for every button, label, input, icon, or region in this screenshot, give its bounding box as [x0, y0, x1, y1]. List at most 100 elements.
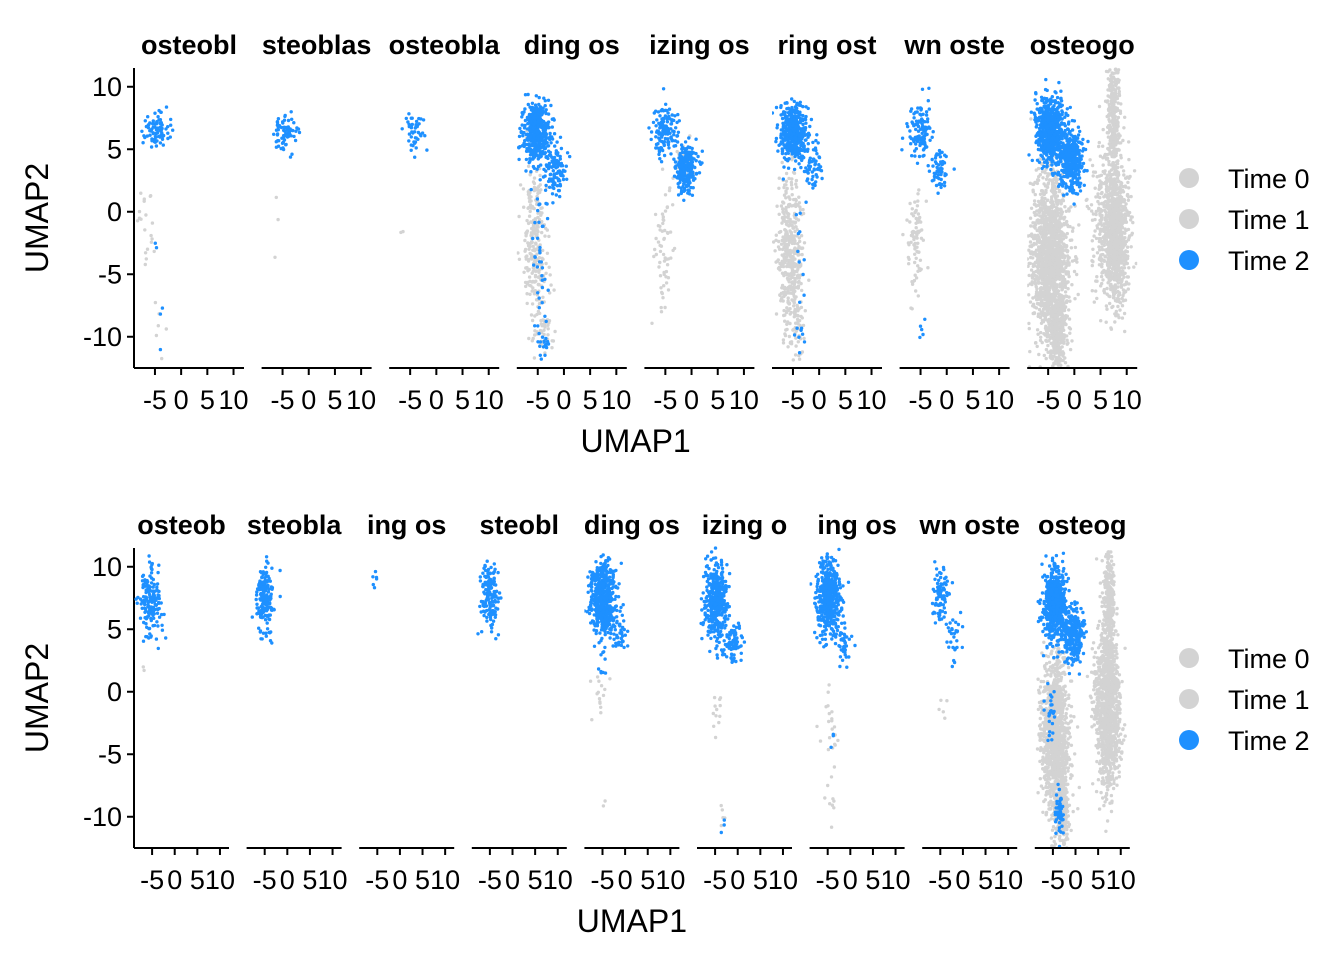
data-point	[657, 136, 660, 139]
data-point	[517, 158, 520, 161]
data-point	[414, 140, 417, 143]
data-point	[542, 345, 545, 348]
data-point	[543, 278, 546, 281]
data-point	[667, 146, 670, 149]
data-point	[788, 307, 791, 310]
data-point	[1060, 316, 1063, 319]
data-point	[1037, 167, 1040, 170]
data-point	[153, 112, 156, 115]
data-point	[538, 251, 541, 254]
data-point	[532, 107, 535, 110]
data-point	[165, 105, 168, 108]
data-point	[1058, 217, 1061, 220]
data-point	[910, 154, 913, 157]
data-point	[914, 128, 917, 131]
data-point	[1029, 251, 1032, 254]
data-point	[1071, 230, 1074, 233]
data-point	[914, 242, 917, 245]
data-point	[1050, 229, 1053, 232]
data-point	[290, 153, 293, 156]
data-point	[790, 181, 793, 184]
data-point	[912, 116, 915, 119]
data-point	[517, 146, 520, 149]
data-point	[775, 106, 778, 109]
data-point	[781, 254, 784, 257]
data-point	[1034, 341, 1037, 344]
data-point	[547, 150, 550, 153]
x-tick-label: 5	[200, 385, 215, 415]
data-point	[159, 312, 162, 315]
data-point	[792, 171, 795, 174]
data-point	[276, 139, 279, 142]
data-point	[1040, 221, 1043, 224]
data-point	[1029, 282, 1032, 285]
data-point	[1060, 310, 1063, 313]
data-point	[1041, 170, 1044, 173]
data-point	[661, 222, 664, 225]
data-point	[790, 255, 793, 258]
data-point	[556, 154, 559, 157]
data-point	[665, 109, 668, 112]
data-point	[1063, 216, 1066, 219]
data-point	[1066, 249, 1069, 252]
data-point	[791, 270, 794, 273]
data-point	[919, 325, 922, 328]
data-point	[799, 149, 802, 152]
data-point	[1050, 299, 1053, 302]
data-point	[1041, 189, 1044, 192]
data-point	[931, 164, 934, 167]
data-point	[1075, 273, 1078, 276]
data-point	[663, 306, 666, 309]
data-point	[1044, 184, 1047, 187]
data-point	[540, 257, 543, 260]
data-point	[795, 185, 798, 188]
data-point	[916, 199, 919, 202]
data-point	[1045, 178, 1048, 181]
data-point	[914, 289, 917, 292]
data-point	[551, 183, 554, 186]
data-point	[520, 130, 523, 133]
data-point	[1041, 269, 1044, 272]
data-point	[528, 280, 531, 283]
data-point	[816, 168, 819, 171]
data-point	[1051, 342, 1054, 345]
data-point	[1041, 341, 1044, 344]
data-point	[566, 151, 569, 154]
data-point	[664, 132, 667, 135]
data-point	[1096, 251, 1099, 254]
data-point	[673, 175, 676, 178]
data-point	[784, 152, 787, 155]
data-point	[1055, 233, 1058, 236]
data-point	[1074, 255, 1077, 258]
data-point	[1031, 304, 1034, 307]
data-point	[1029, 240, 1032, 243]
data-point	[1053, 230, 1056, 233]
data-point	[548, 177, 551, 180]
x-tick-label: 0	[301, 385, 316, 415]
data-point	[1060, 246, 1063, 249]
data-point	[694, 152, 697, 155]
data-point	[161, 135, 164, 138]
data-point	[425, 148, 428, 151]
data-point	[146, 115, 149, 118]
data-point	[531, 286, 534, 289]
data-point	[524, 119, 527, 122]
data-point	[787, 205, 790, 208]
data-point	[1053, 282, 1056, 285]
data-point	[801, 273, 804, 276]
data-point	[927, 87, 930, 90]
data-point	[1058, 226, 1061, 229]
data-point	[790, 146, 793, 149]
data-point	[1029, 224, 1032, 227]
data-point	[525, 150, 528, 153]
data-point	[560, 171, 563, 174]
data-point	[661, 212, 664, 215]
data-point	[534, 275, 537, 278]
data-point	[661, 296, 664, 299]
data-point	[928, 139, 931, 142]
data-point	[782, 201, 785, 204]
data-point	[521, 111, 524, 114]
data-point	[1070, 339, 1073, 342]
data-point	[918, 113, 921, 116]
data-point	[913, 149, 916, 152]
